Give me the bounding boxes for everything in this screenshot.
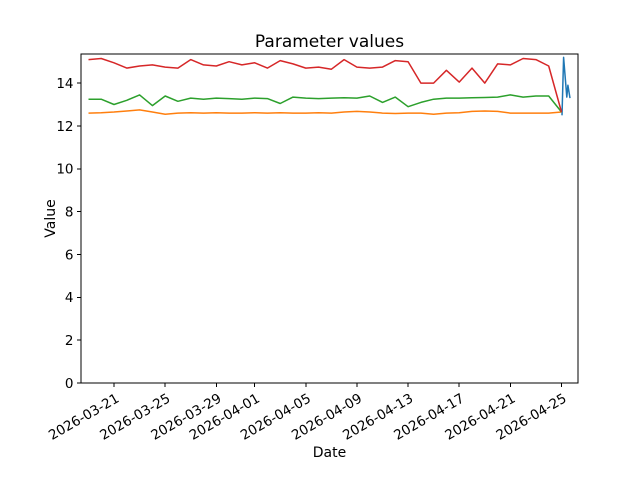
y-tick-label: 14 bbox=[56, 76, 73, 92]
plot-area: 024681012142026-03-212026-03-252026-03-2… bbox=[46, 53, 579, 444]
series-line-blue bbox=[561, 56, 571, 116]
y-tick-label: 2 bbox=[65, 333, 74, 349]
y-axis-label: Value bbox=[43, 199, 59, 237]
y-tick-label: 12 bbox=[56, 119, 73, 135]
y-tick-label: 0 bbox=[65, 376, 74, 392]
y-tick-label: 10 bbox=[56, 162, 73, 178]
axes-frame bbox=[80, 53, 579, 384]
chart-title: Parameter values bbox=[255, 32, 404, 52]
y-tick-label: 4 bbox=[65, 290, 74, 306]
series-line-red bbox=[88, 57, 563, 113]
series-line-orange bbox=[88, 109, 562, 115]
y-tick-label: 8 bbox=[65, 204, 74, 220]
y-tick-label: 6 bbox=[65, 247, 74, 263]
series-line-green bbox=[88, 94, 563, 113]
x-axis-label: Date bbox=[313, 445, 346, 461]
